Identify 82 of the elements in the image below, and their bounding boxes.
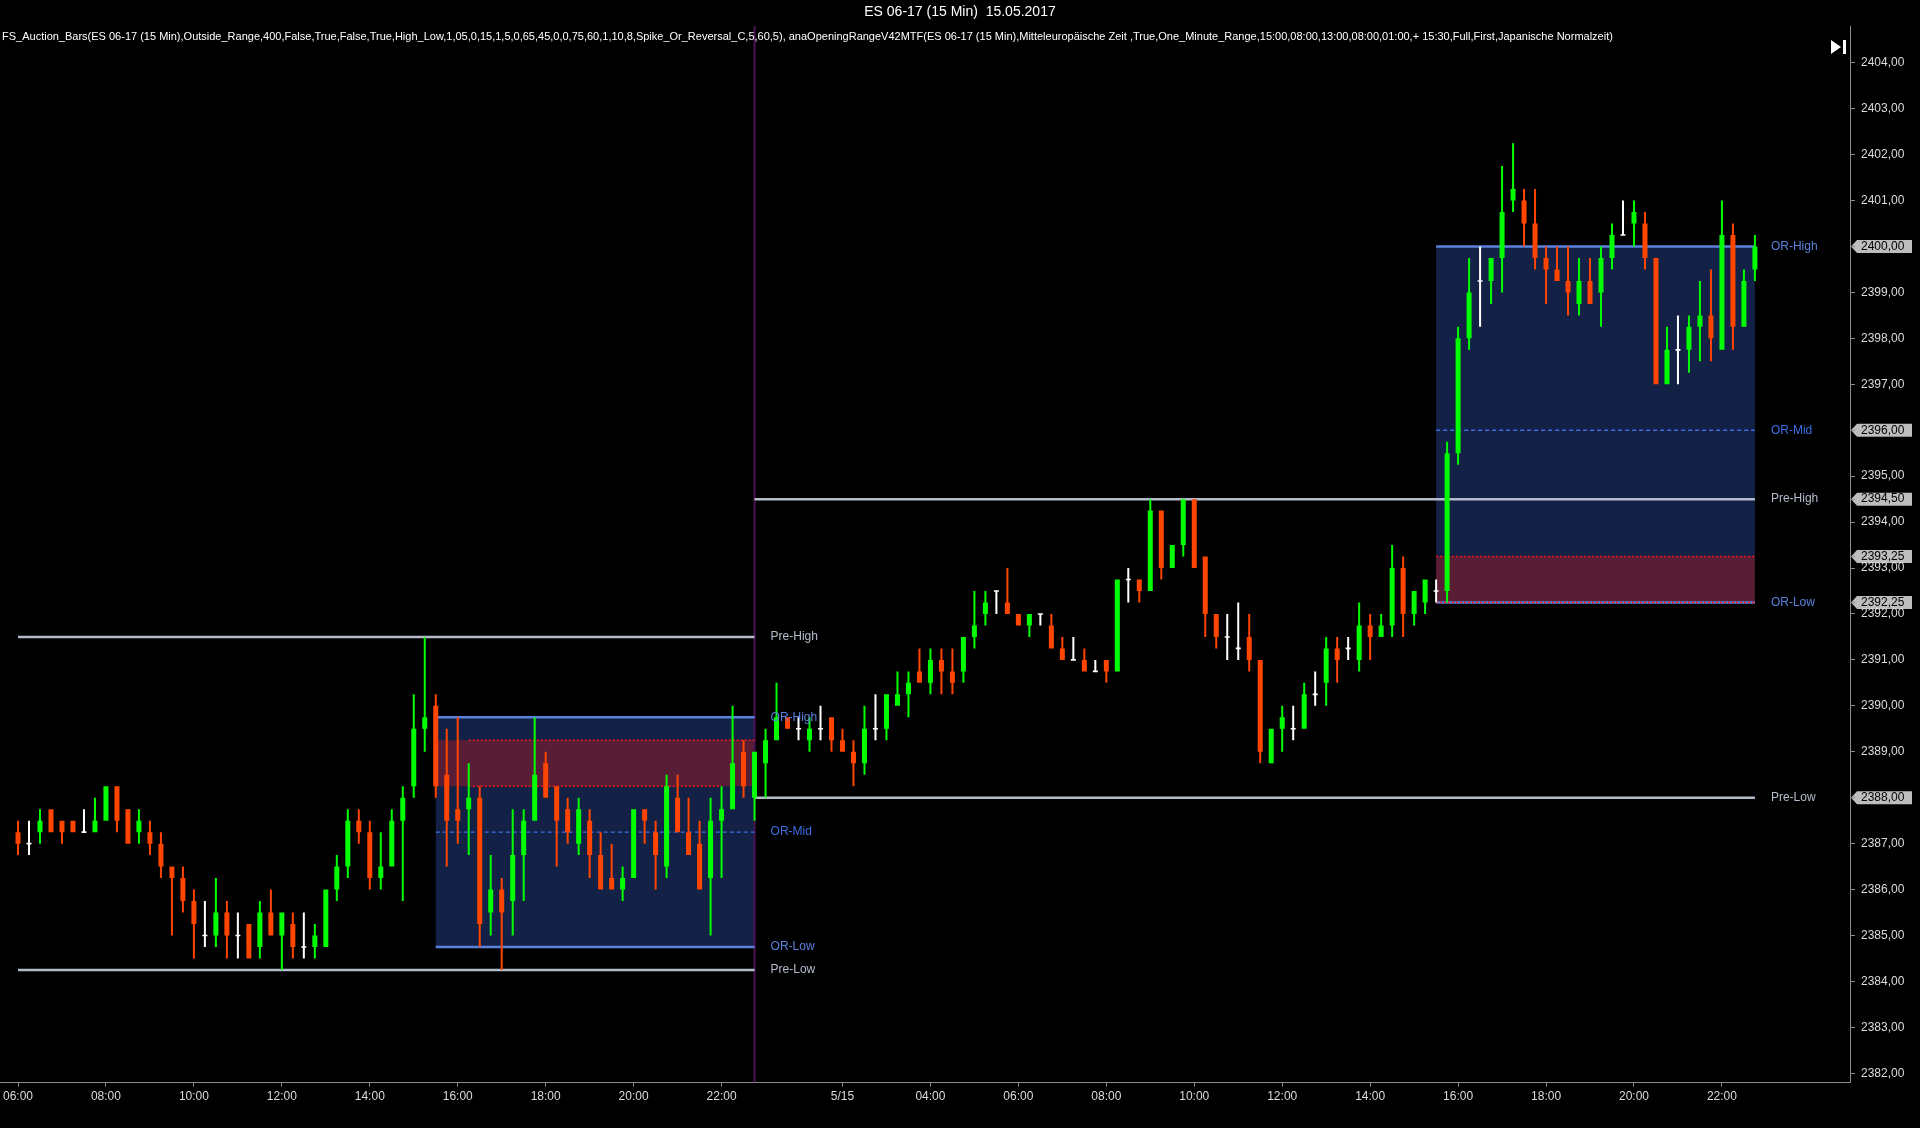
y-tick-label: 2399,00 — [1861, 284, 1905, 299]
x-tick-label: 14:00 — [1355, 1089, 1386, 1104]
candlestick — [455, 717, 461, 844]
y-tick-label: 2397,00 — [1861, 376, 1905, 391]
x-tick-label: 08:00 — [1091, 1089, 1122, 1104]
y-tick-label: 2385,00 — [1861, 927, 1905, 942]
series-label: OR-Low — [770, 939, 815, 954]
x-tick-label: 18:00 — [1531, 1089, 1562, 1104]
x-tick-label: 5/15 — [830, 1089, 855, 1104]
candlestick — [202, 901, 208, 947]
x-tick-label: 22:00 — [706, 1089, 737, 1104]
x-tick-label: 06:00 — [1003, 1089, 1034, 1104]
y-tick-label: 2400,00 — [1861, 238, 1905, 253]
x-tick-label: 22:00 — [1706, 1089, 1738, 1104]
y-tick-label: 2384,00 — [1861, 973, 1905, 988]
y-tick-label: 2392,00 — [1861, 606, 1905, 621]
candlestick — [301, 912, 307, 959]
y-tick-label: 2404,00 — [1861, 55, 1905, 70]
candlestick — [1312, 671, 1318, 706]
series-label: Pre-High — [770, 629, 818, 644]
y-tick-label: 2394,00 — [1861, 514, 1905, 529]
chart-title: ES 06-17 (15 Min) 15.05.2017 — [864, 2, 1056, 19]
candlestick — [1433, 579, 1439, 603]
x-tick-label: 10:00 — [1179, 1089, 1210, 1104]
candlestick — [1477, 246, 1483, 327]
series-label: OR-Mid — [770, 824, 812, 839]
y-tick-label: 2387,00 — [1861, 835, 1905, 850]
x-tick-label: 20:00 — [1618, 1089, 1650, 1104]
y-tick-label: 2386,00 — [1861, 881, 1905, 896]
candlestick — [81, 809, 87, 833]
x-tick-label: 06:00 — [3, 1089, 34, 1104]
annotation: FS_Auction_Bars(ES 06-17 (15 Min),Outside_Range,400,False,True,False,True,High_Low,1,05,0,15,1,5,0,65,45,0,0,75,60,1,10,8,Spike_Or_Reversal_C,5,60,5), anaOpeningRangeV42MTF(ES 06-17 (15 Min),Mitteleuropäische Zeit ,True,One_Minute_Range,15:00,08:00,13:00,08:00,01:00,+ 15:30,Full,First,Japanische Normalzeit) — [2, 30, 1613, 43]
candlestick — [1037, 613, 1043, 626]
candlestick — [1345, 636, 1351, 660]
x-tick-label: 12:00 — [1267, 1089, 1298, 1104]
x-tick-label: 10:00 — [178, 1089, 210, 1104]
series-label: OR-Mid — [1770, 422, 1813, 437]
candlestick — [719, 786, 725, 879]
x-tick-label: 08:00 — [90, 1089, 122, 1104]
candlestick — [1290, 705, 1296, 741]
y-tick-label: 2402,00 — [1861, 146, 1905, 161]
y-tick-label: 2393,00 — [1861, 560, 1905, 575]
series-label: OR-Low — [1770, 594, 1816, 609]
candlestick — [1620, 200, 1626, 236]
y-tick-label: 2388,00 — [1861, 790, 1905, 805]
y-tick-label: 2389,00 — [1861, 744, 1905, 759]
candlestick — [1235, 602, 1241, 660]
y-tick-label: 2390,00 — [1861, 698, 1905, 713]
x-tick-label: 18:00 — [530, 1089, 562, 1104]
y-tick-label: 2398,00 — [1861, 330, 1905, 345]
y-tick-label: 2391,00 — [1861, 652, 1905, 667]
candlestick — [872, 694, 878, 741]
y-tick-label: 2403,00 — [1861, 101, 1905, 115]
series-label: Pre-High — [1770, 491, 1819, 506]
candlestick — [1675, 315, 1681, 385]
y-tick-label: 2392,25 — [1861, 594, 1905, 609]
x-tick-label: 16:00 — [1443, 1089, 1474, 1104]
x-tick-label: 14:00 — [354, 1089, 386, 1104]
candlestick — [818, 705, 823, 741]
candlestick — [993, 590, 999, 614]
candlestick — [466, 763, 472, 856]
candlestick — [235, 912, 241, 959]
y-tick-label: 2382,00 — [1861, 1065, 1905, 1080]
series-label: Pre-Low — [770, 962, 816, 977]
x-tick-label: 12:00 — [266, 1089, 298, 1104]
candlestick — [422, 636, 428, 752]
x-tick-label: 04:00 — [915, 1089, 946, 1104]
x-tick-label: 16:00 — [442, 1089, 474, 1104]
series-label: OR-High — [1770, 238, 1818, 253]
candlestick — [1697, 280, 1703, 362]
candlestick — [1125, 568, 1131, 603]
candlestick — [26, 820, 32, 856]
y-tick-label: 2393,25 — [1861, 548, 1905, 563]
candlestick — [1224, 613, 1230, 660]
y-tick-label: 2401,00 — [1861, 192, 1905, 207]
series-label: Pre-Low — [1770, 790, 1816, 805]
candlestick — [1070, 636, 1076, 661]
y-tick-label: 2383,00 — [1861, 1019, 1905, 1034]
x-tick-label: 20:00 — [618, 1089, 649, 1104]
y-tick-label: 2395,00 — [1861, 468, 1905, 483]
y-tick-label: 2394,50 — [1861, 491, 1905, 506]
y-tick-label: 2396,00 — [1861, 422, 1905, 437]
